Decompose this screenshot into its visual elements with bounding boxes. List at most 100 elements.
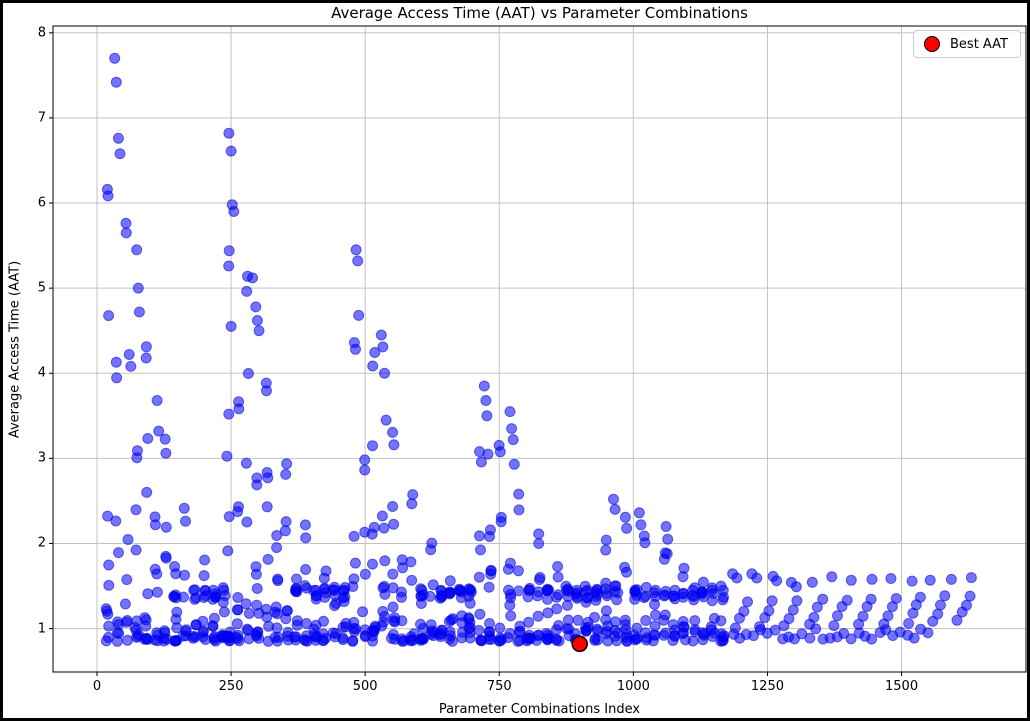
data-point (379, 611, 390, 622)
data-point (649, 598, 660, 610)
data-point (251, 315, 263, 326)
data-point (857, 610, 869, 622)
data-point (688, 594, 700, 606)
data-point (427, 579, 439, 591)
data-point (592, 634, 603, 646)
data-point (718, 630, 730, 642)
data-point (388, 439, 400, 451)
data-point (504, 406, 516, 418)
data-point (619, 561, 631, 573)
data-point (241, 516, 253, 528)
data-point (102, 190, 114, 202)
data-point (914, 591, 926, 603)
legend-label: Best AAT (950, 36, 1008, 52)
data-point (935, 599, 946, 611)
data-point (619, 511, 631, 523)
data-point (551, 591, 563, 603)
data-point (112, 132, 124, 144)
data-point (139, 633, 151, 645)
data-point (350, 244, 362, 256)
data-point (337, 634, 349, 646)
data-point (376, 510, 388, 522)
data-point (945, 573, 957, 585)
data-point (375, 329, 387, 341)
data-point (810, 623, 822, 635)
data-point (262, 553, 274, 565)
data-point (922, 627, 934, 639)
data-point (367, 360, 379, 372)
data-point (811, 601, 823, 613)
data-point (289, 631, 300, 643)
data-point (415, 618, 426, 630)
axes-spines (52, 25, 1027, 673)
data-point (132, 282, 144, 294)
x-tick-label: 1000 (616, 679, 650, 694)
data-point (130, 504, 142, 516)
data-point (717, 584, 729, 596)
data-point (425, 544, 437, 556)
data-point (271, 635, 283, 647)
data-point (689, 615, 701, 627)
data-point (253, 325, 265, 337)
data-point (865, 593, 877, 605)
data-point (507, 434, 519, 446)
data-point (687, 635, 699, 647)
data-point (291, 573, 302, 585)
data-point (388, 518, 400, 530)
data-point (243, 608, 255, 619)
data-point (280, 613, 292, 625)
data-point (790, 581, 802, 593)
data-point (271, 530, 283, 541)
data-point (396, 615, 408, 627)
data-point (178, 502, 190, 514)
data-point (280, 468, 292, 480)
data-point (180, 624, 192, 636)
data-point (357, 606, 369, 618)
data-point (677, 571, 689, 583)
data-point (103, 579, 115, 591)
data-point (272, 573, 284, 585)
data-point (223, 511, 235, 523)
data-point (153, 425, 165, 437)
data-point (513, 585, 525, 597)
data-point (890, 593, 902, 604)
data-point (845, 633, 857, 645)
data-point (140, 352, 152, 364)
data-point (231, 618, 243, 630)
data-point (178, 591, 189, 603)
data-point (260, 603, 272, 615)
data-point (611, 594, 623, 606)
data-point (463, 613, 475, 625)
data-point (494, 446, 506, 458)
data-point (609, 503, 621, 515)
data-point (706, 584, 718, 596)
data-point (102, 510, 114, 522)
data-point (504, 628, 516, 640)
data-point (225, 320, 237, 332)
data-point (485, 568, 497, 580)
data-point (465, 584, 477, 596)
data-point (347, 635, 359, 647)
data-point (318, 572, 330, 584)
data-point (223, 260, 235, 272)
data-point (396, 586, 407, 598)
data-point (222, 545, 234, 557)
data-point (198, 570, 210, 582)
data-point (110, 356, 122, 368)
data-point (279, 525, 291, 537)
data-point (111, 372, 123, 384)
data-point (508, 458, 520, 470)
data-point (562, 614, 574, 626)
data-point (513, 488, 525, 500)
data-point (242, 368, 254, 379)
data-point (416, 584, 428, 596)
data-point (387, 568, 399, 580)
data-point (751, 572, 763, 584)
data-point (131, 452, 143, 464)
data-point (939, 590, 951, 602)
y-axis-label: Average Access Time (AAT) (7, 260, 23, 439)
data-point (170, 568, 182, 580)
data-point (475, 544, 486, 556)
data-point (473, 624, 485, 636)
data-point (119, 598, 131, 610)
